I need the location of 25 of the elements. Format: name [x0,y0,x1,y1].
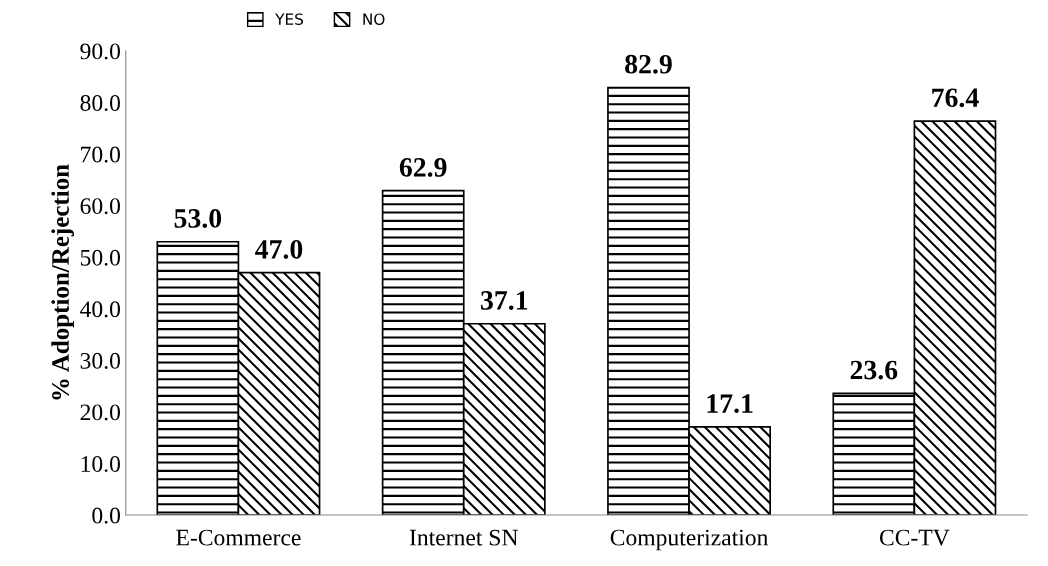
legend-label: NO [363,13,385,25]
y-axis-title: % Adoption/Rejection [51,164,75,400]
x-tick-label: Internet SN [409,529,518,546]
data-label: 62.9 [399,158,447,177]
data-label: 82.9 [625,54,672,74]
data-label: 76.4 [932,88,979,108]
legend-label: YES [275,13,303,25]
y-tick-label: 0.0 [92,507,120,524]
data-label: 53.0 [174,209,222,228]
y-tick-label: 10.0 [81,455,120,473]
y-tick-label: 50.0 [80,249,120,266]
data-label: 47.0 [255,239,303,259]
y-tick-label: 80.0 [80,95,120,112]
y-tick-label: 60.0 [80,198,120,215]
y-tick-label: 30.0 [80,352,120,369]
x-tick-label: CC-TV [879,529,950,546]
data-label: 23.6 [850,360,898,380]
x-tick-label: E-Commerce [176,529,301,546]
x-tick-label: Computerization [610,529,769,551]
y-tick-label: 90.0 [80,43,120,60]
y-tick-label: 20.0 [80,404,120,421]
data-label: 17.1 [707,394,753,414]
y-tick-label: 40.0 [80,301,120,318]
y-tick-label: 70.0 [81,146,120,163]
data-label: 37.1 [481,291,528,310]
